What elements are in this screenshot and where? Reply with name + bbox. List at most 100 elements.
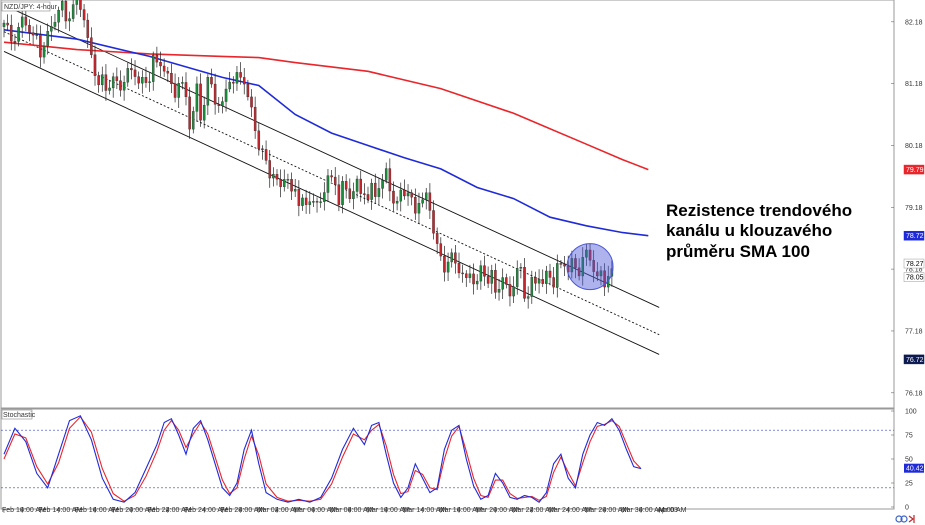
candle-body [90,37,93,55]
candle-body [50,26,53,32]
candle-body [293,189,297,192]
candle-body [439,243,443,257]
candle-body [151,54,155,82]
price-tick-label: 80.18 [905,143,923,150]
price-tick-label: 78.18 [905,267,923,274]
price-tag-label: 76.72 [906,357,924,364]
candle-body [39,34,42,58]
candle-body [10,24,13,42]
time-tick-label: 4:00 AM [348,507,374,514]
candle-body [508,284,512,297]
price-tag [903,164,925,175]
time-tick-label: Feb 28 [220,507,242,514]
candle-body [537,279,541,284]
price-panel [0,0,895,409]
time-tick-label: 4:00 AM [311,507,337,514]
candle-body [530,277,534,297]
candle-body [301,197,304,206]
candle-body [166,71,170,74]
highlight-circle [566,243,614,291]
candle-body [170,73,173,84]
candle-body [304,197,308,205]
stochastic-title-box [1,409,33,420]
candle-body [428,192,432,211]
candle-body [141,77,144,84]
candle-body [315,201,319,203]
candle-body [246,83,250,98]
time-tick-label: Feb 20 [111,507,133,514]
candle-body [344,181,348,189]
candle-body [119,80,122,91]
stochastic-value-tag [904,463,924,473]
candle-body [599,270,603,277]
candle-body [272,174,275,179]
stochastic-tick-label: 0 [905,505,909,512]
annotation-line-1: Rezistence trendového [666,201,852,220]
candle-body [108,87,111,91]
candle-body [348,188,352,199]
candle-body [475,280,479,285]
candle-body [461,272,464,275]
candle-body [454,252,457,264]
candle-body [381,180,384,189]
stochastic-axis: 100 75 50 25 0 40.42 [891,409,924,512]
candle-body [192,111,195,130]
expand-icon[interactable] [908,515,915,523]
price-tag-label: 78.72 [906,233,924,240]
candle-body [28,25,31,33]
candle-body [574,258,577,268]
price-grid [891,21,894,394]
candle-body [210,77,213,85]
candle-body [115,76,119,81]
time-tick-label: 4:00 AM [384,507,410,514]
candle-body [457,262,461,274]
time-tick-label: 4:00 AM [20,507,46,514]
time-tick-label: 4:00 AM [275,507,301,514]
candle-body [17,27,20,42]
candle-body [122,82,126,91]
candle-body [541,279,544,284]
annotation-line-2: kanálu u klouzavého [666,221,832,240]
candle-body [188,96,191,130]
price-tick-label: 82.18 [905,19,923,26]
link-icon[interactable] [895,515,908,523]
stochastic-series-line [3,415,642,502]
candle-body [465,273,468,278]
time-tick-label: 4:00 AM [661,507,687,514]
time-tick-label: Apr 03 [657,507,678,514]
candle-body [181,82,184,84]
candle-body [250,96,253,108]
time-tick-label: Mar 16 [439,507,461,514]
candle-body [384,168,388,181]
candle-body [268,160,271,179]
price-tag [903,258,925,269]
channel-lower-line [3,51,660,355]
candle-body [545,270,548,284]
candle-body [264,149,268,161]
time-tick-label: Feb 24 [184,507,206,514]
time-tick-label: 4:00 AM [530,507,556,514]
candle-body [490,270,494,284]
price-tag-label: 78.27 [906,261,924,268]
candle-body [592,260,595,272]
time-tick-label: Mar 02 [257,507,279,514]
candle-body [581,257,585,277]
candle-body [24,16,28,26]
candle-body [206,77,210,106]
candle-body [133,69,137,77]
candle-body [443,255,446,273]
candle-body [588,249,592,261]
stochastic-tick-label: 100 [905,409,917,416]
time-tick-label: Feb 14 [38,507,60,514]
candle-body [377,188,381,197]
candle-body [144,77,148,83]
time-tick-label: 4:00 AM [57,507,83,514]
time-tick-label: Mar 20 [475,507,497,514]
candle-body [326,175,330,193]
candle-body [468,273,472,278]
candle-body [68,18,71,22]
time-tick-label: Feb 10 [2,507,24,514]
candle-body [104,74,108,91]
